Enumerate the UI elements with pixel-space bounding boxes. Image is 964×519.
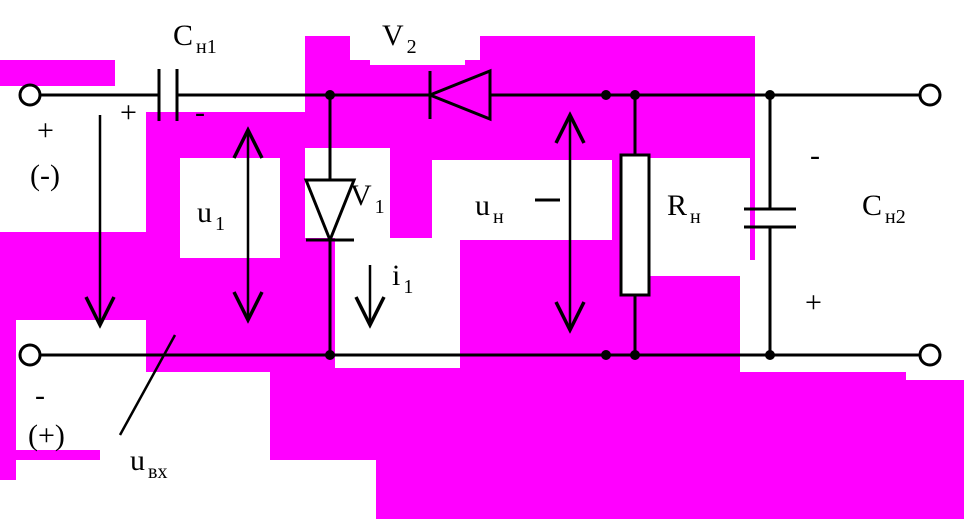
node — [630, 350, 640, 360]
white-patch-14 — [100, 372, 270, 519]
white-patch-10 — [432, 160, 612, 240]
label-plus_par: (+) — [28, 419, 65, 452]
resistor-rn — [621, 155, 649, 295]
label-cap1_minus: - — [195, 96, 205, 129]
node — [630, 90, 640, 100]
white-patch-15 — [0, 480, 60, 519]
label-cap1_plus: + — [120, 96, 137, 129]
node — [601, 90, 611, 100]
node — [765, 350, 775, 360]
label-cap2_minus: - — [810, 139, 820, 172]
white-patch-7 — [180, 158, 280, 258]
label-plus_top: + — [37, 114, 54, 147]
node — [765, 90, 775, 100]
terminal — [20, 345, 40, 365]
label-minus_bot: - — [35, 379, 45, 412]
terminal — [920, 85, 940, 105]
white-patch-17 — [906, 70, 964, 380]
white-patch-9 — [335, 238, 460, 368]
terminal — [20, 85, 40, 105]
label-minus_par: (-) — [30, 159, 60, 192]
terminal — [920, 345, 940, 365]
node — [325, 350, 335, 360]
label-cap2_plus: + — [805, 286, 822, 319]
node — [325, 90, 335, 100]
node — [601, 350, 611, 360]
